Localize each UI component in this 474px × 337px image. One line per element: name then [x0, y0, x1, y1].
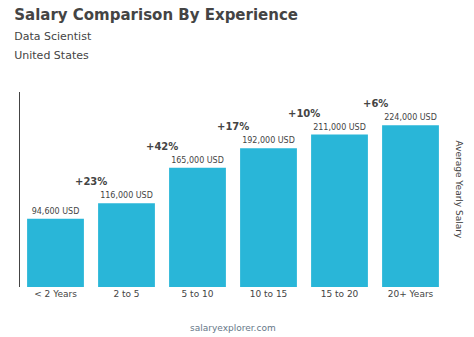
svg-text:94,600 USD: 94,600 USD	[32, 207, 80, 216]
svg-text:+42%: +42%	[146, 141, 178, 152]
svg-text:< 2 Years: < 2 Years	[34, 289, 77, 299]
svg-text:+23%: +23%	[75, 176, 107, 187]
svg-text:211,000 USD: 211,000 USD	[313, 123, 366, 132]
svg-text:salaryexplorer.com: salaryexplorer.com	[190, 323, 276, 333]
svg-text:10 to 15: 10 to 15	[250, 289, 288, 299]
svg-text:5 to 10: 5 to 10	[182, 289, 214, 299]
svg-text:+17%: +17%	[217, 121, 249, 132]
svg-text:+6%: +6%	[363, 98, 388, 109]
svg-text:20+ Years: 20+ Years	[388, 289, 434, 299]
svg-text:192,000 USD: 192,000 USD	[242, 136, 295, 145]
svg-text:116,000 USD: 116,000 USD	[100, 191, 153, 200]
svg-text:15 to 20: 15 to 20	[321, 289, 359, 299]
svg-text:Average Yearly Salary: Average Yearly Salary	[454, 141, 464, 240]
svg-text:+10%: +10%	[288, 108, 320, 119]
svg-text:2 to 5: 2 to 5	[113, 289, 139, 299]
svg-text:Salary Comparison By Experienc: Salary Comparison By ExperienceData Scie…	[14, 6, 298, 62]
svg-text:224,000 USD: 224,000 USD	[384, 113, 437, 122]
svg-text:165,000 USD: 165,000 USD	[171, 156, 224, 165]
